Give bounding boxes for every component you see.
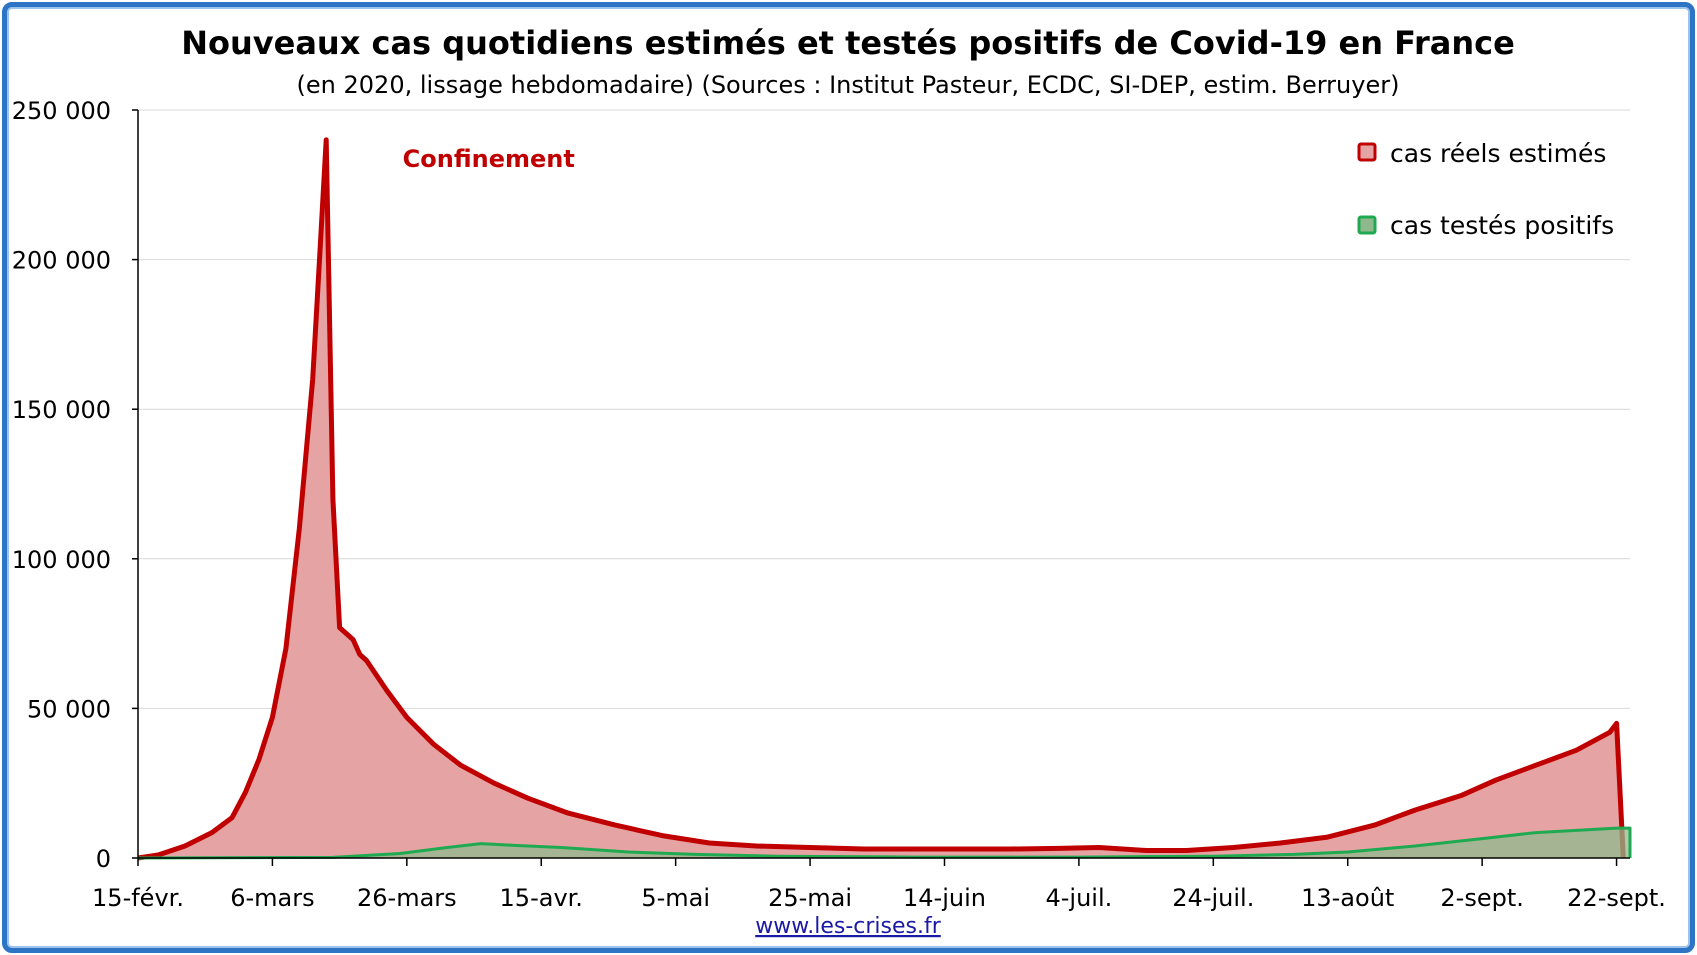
source-link[interactable]: www.les-crises.fr bbox=[755, 914, 941, 939]
series-fill-estimated bbox=[138, 139, 1624, 858]
y-tick-label: 0 bbox=[96, 845, 111, 873]
y-tick-label: 150 000 bbox=[12, 396, 111, 424]
x-tick-label: 22-sept. bbox=[1567, 884, 1666, 912]
series-line-estimated bbox=[137, 137, 1626, 861]
legend: cas réels estimés cas testés positifs bbox=[1357, 139, 1614, 240]
y-tick-label: 250 000 bbox=[12, 97, 111, 125]
x-tick-label: 2-sept. bbox=[1440, 884, 1523, 912]
x-tick-label: 15-avr. bbox=[500, 884, 583, 912]
x-tick-label: 6-mars bbox=[230, 884, 314, 912]
x-tick-label: 4-juil. bbox=[1046, 884, 1113, 912]
x-tick-label: 13-août bbox=[1301, 884, 1394, 912]
x-axis-ticks: 15-févr. 6-mars 26-mars 15-avr. 5-mai 25-mai 1… bbox=[92, 858, 1666, 912]
series-areas bbox=[137, 137, 1632, 861]
y-tick-label: 50 000 bbox=[27, 695, 111, 723]
legend-label-tested: cas testés positifs bbox=[1390, 211, 1614, 240]
axes bbox=[137, 110, 1630, 859]
x-tick-label: 26-mars bbox=[357, 884, 457, 912]
chart-title: Nouveaux cas quotidiens estimés et testé… bbox=[181, 24, 1515, 62]
series-fill-tested bbox=[138, 828, 1630, 858]
x-tick-label: 14-juin bbox=[903, 884, 986, 912]
x-tick-label: 5-mai bbox=[641, 884, 710, 912]
series-line-tested bbox=[137, 826, 1632, 860]
gridlines bbox=[138, 109, 1630, 709]
x-tick-label: 24-juil. bbox=[1172, 884, 1254, 912]
y-axis-ticks: 0 50 000 100 000 150 000 200 000 250 000 bbox=[12, 97, 138, 873]
x-tick-label: 15-févr. bbox=[92, 884, 184, 912]
y-tick-label: 200 000 bbox=[12, 247, 111, 275]
legend-swatch-estimated bbox=[1357, 142, 1377, 162]
y-tick-label: 100 000 bbox=[12, 546, 111, 574]
annotation-confinement: Confinement bbox=[403, 145, 575, 173]
chart-subtitle: (en 2020, lissage hebdomadaire) (Sources… bbox=[297, 71, 1400, 99]
legend-swatch-tested bbox=[1357, 215, 1377, 235]
x-tick-label: 25-mai bbox=[768, 884, 852, 912]
legend-label-estimated: cas réels estimés bbox=[1390, 139, 1606, 168]
